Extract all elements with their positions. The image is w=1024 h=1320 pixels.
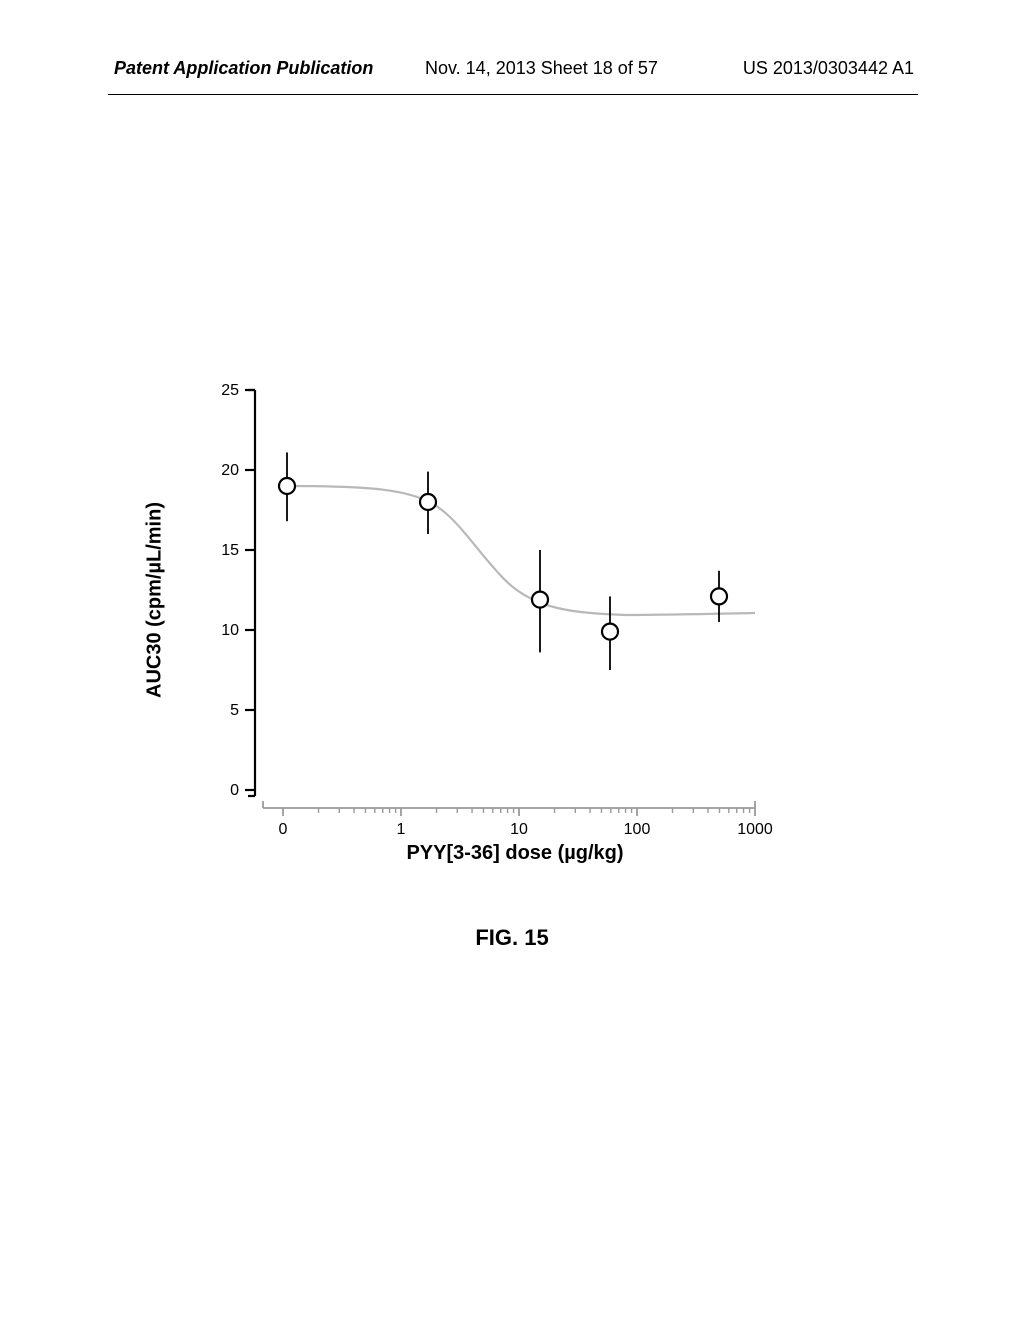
chart-container: AUC30 (cpm/µL/min) PYY[3-36] dose (µg/kg… [195, 370, 765, 830]
svg-text:0: 0 [279, 821, 288, 838]
svg-text:1: 1 [397, 821, 406, 838]
svg-text:15: 15 [221, 542, 239, 559]
header-right: US 2013/0303442 A1 [743, 58, 914, 79]
dose-response-chart: 0 5 10 15 20 25 0 1 10 100 1000 [195, 370, 775, 840]
x-axis-label: PYY[3-36] dose (µg/kg) [406, 842, 623, 865]
svg-text:10: 10 [510, 821, 528, 838]
svg-text:25: 25 [221, 382, 239, 399]
header-center: Nov. 14, 2013 Sheet 18 of 57 [425, 58, 658, 79]
svg-text:10: 10 [221, 622, 239, 639]
svg-text:1000: 1000 [737, 821, 773, 838]
figure-caption: FIG. 15 [475, 925, 548, 951]
header-rule [108, 94, 918, 95]
header-left: Patent Application Publication [114, 58, 373, 79]
svg-text:0: 0 [230, 782, 239, 799]
y-axis-label: AUC30 (cpm/µL/min) [144, 502, 167, 698]
svg-text:20: 20 [221, 462, 239, 479]
svg-text:5: 5 [230, 702, 239, 719]
svg-text:100: 100 [624, 821, 651, 838]
